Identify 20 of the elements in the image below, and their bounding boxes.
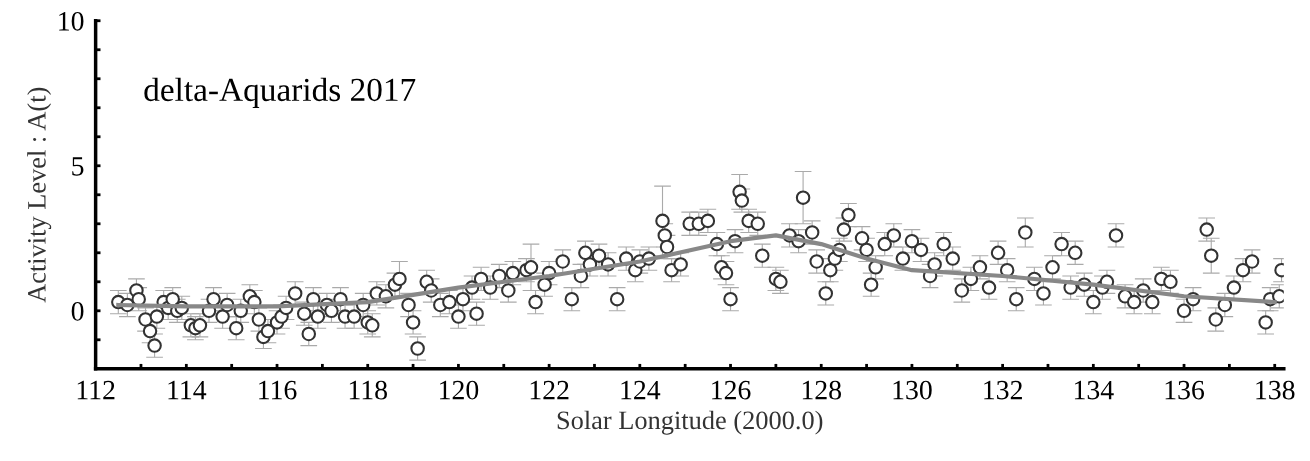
x-tick-label: 132 <box>984 380 1022 400</box>
x-tick-label: 136 <box>1165 380 1205 400</box>
x-tick-label: 122 <box>530 380 569 400</box>
x-tick-label: 124 <box>621 380 661 400</box>
y-axis-title: Activity Level : A(t) <box>27 87 52 303</box>
x-tick-label: 114 <box>168 380 207 400</box>
x-tick-label: 128 <box>802 380 841 400</box>
x-tick-label: 134 <box>1074 380 1114 400</box>
x-tick-label: 118 <box>349 380 387 400</box>
y-tick-label: 0 <box>71 301 84 321</box>
x-tick-label: 130 <box>893 380 932 400</box>
x-tick-label: 112 <box>77 380 115 400</box>
x-tick-label: 120 <box>440 380 479 400</box>
annotation: delta-Aquarids 2017 <box>144 77 416 108</box>
x-axis-title: Solar Longitude (2000.0) <box>557 410 823 435</box>
x-tick-label: 138 <box>1256 380 1295 400</box>
x-tick-label: 116 <box>259 380 297 400</box>
y-tick-label: 10 <box>59 11 84 31</box>
x-tick-label: 126 <box>712 380 751 400</box>
y-tick-label: 5 <box>72 157 84 176</box>
